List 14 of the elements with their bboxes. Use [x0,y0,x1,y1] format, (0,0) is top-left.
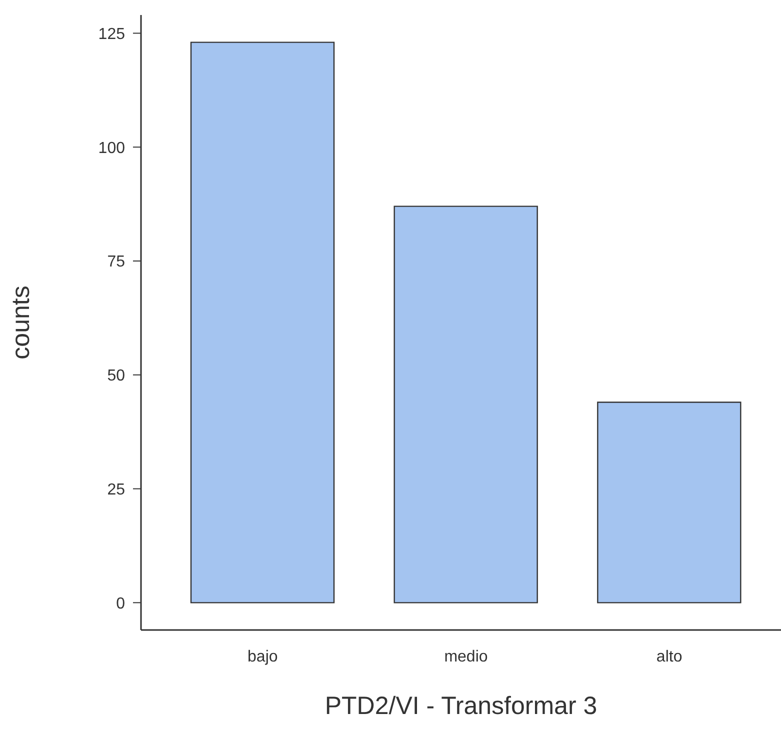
x-tick-label: medio [444,648,488,666]
y-tick-label: 25 [107,481,126,498]
x-tick-label: alto [656,648,682,666]
bar [597,402,742,604]
y-tick-label: 50 [107,368,126,385]
bar [190,42,335,604]
x-tick-label: bajo [248,648,278,666]
y-tick-label: 75 [107,254,126,271]
y-tick-label: 125 [98,26,126,43]
y-tick-label: 100 [98,140,126,157]
y-tick-label: 0 [116,595,126,612]
x-axis-title: PTD2/VI - Transformar 3 [324,692,598,720]
bar [394,206,538,604]
y-axis-title: counts [6,286,35,360]
